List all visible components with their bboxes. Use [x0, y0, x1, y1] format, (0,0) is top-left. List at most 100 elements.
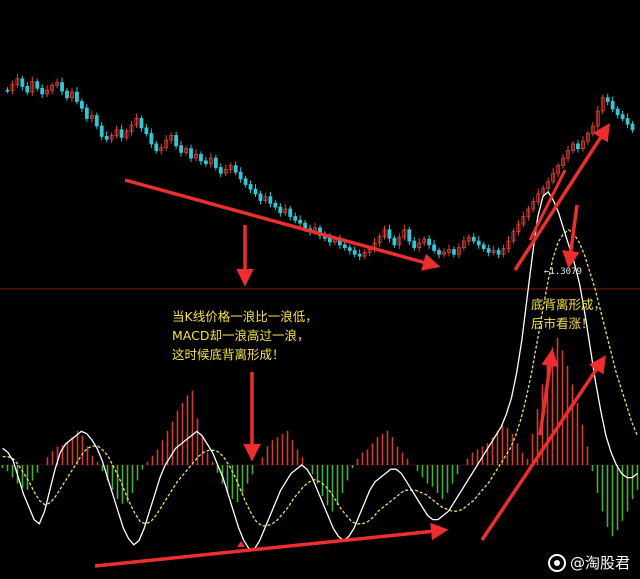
candle-body — [456, 247, 461, 255]
candle-body — [387, 229, 392, 239]
candle-body — [437, 250, 441, 255]
candle-body — [253, 188, 258, 195]
watermark-text: @淘股君 — [569, 554, 630, 572]
candle-body — [347, 247, 352, 251]
candle-body — [45, 89, 50, 95]
candle-body — [536, 193, 541, 202]
candle-body — [432, 244, 436, 251]
candle-body — [551, 172, 556, 183]
candle-body — [427, 238, 432, 246]
candle-body — [50, 85, 55, 91]
candle-body — [382, 229, 387, 237]
candle-body — [89, 115, 94, 119]
candle-body — [25, 86, 30, 93]
annotation-arrows — [94, 123, 610, 568]
candle-body — [139, 118, 144, 129]
bottom-arrow — [562, 204, 580, 269]
candle-body — [199, 153, 203, 162]
rally-arrow — [513, 123, 610, 271]
candle-body — [422, 238, 427, 244]
candle-body — [228, 165, 233, 170]
candle-body — [79, 101, 84, 109]
candle-body — [164, 139, 169, 149]
candle-body — [179, 145, 184, 153]
candle-body — [109, 135, 114, 140]
price-low-label: ←1.3079 — [544, 267, 582, 277]
candle-body — [516, 223, 521, 233]
candle-body — [342, 244, 347, 249]
candle-body — [481, 244, 486, 249]
candle-body — [30, 81, 35, 93]
candle-body — [506, 240, 511, 249]
candle-body — [486, 248, 491, 253]
candle-body — [491, 250, 496, 253]
candle-body — [204, 160, 208, 165]
candle-body — [521, 216, 526, 225]
candle-body — [556, 165, 561, 174]
candle-body — [5, 89, 10, 92]
candle-body — [243, 178, 248, 185]
right-divergence-note: 底背离形成， 后市看涨！ — [531, 297, 607, 331]
candle-body — [293, 216, 298, 221]
candle-body — [625, 118, 630, 125]
candle-body — [288, 208, 293, 217]
candle-body — [84, 107, 89, 119]
candle-body — [169, 135, 174, 141]
candle-body — [581, 140, 585, 150]
candle-body — [60, 82, 64, 92]
candle-body — [362, 251, 367, 257]
candle-body — [70, 91, 74, 99]
breakout-arrow — [528, 169, 567, 241]
macd-trend-arrow — [94, 522, 449, 568]
candle-body — [233, 165, 238, 173]
candle-body — [367, 249, 372, 253]
candle-body — [40, 87, 45, 95]
small-triangle-marker — [237, 541, 245, 547]
candle-body — [15, 78, 20, 85]
candle-body — [258, 193, 263, 201]
candle-body — [238, 171, 243, 180]
candle-body — [174, 135, 179, 147]
price-candles — [5, 73, 635, 261]
candle-body — [352, 250, 357, 255]
candle-body — [124, 131, 129, 138]
macd-rally-arrow — [480, 355, 606, 541]
candle-body — [526, 208, 531, 217]
candle-body — [615, 108, 620, 116]
candle-body — [194, 153, 198, 159]
candle-body — [600, 97, 605, 112]
taoguju-logo-icon — [547, 553, 566, 572]
dea-line — [2, 228, 638, 527]
candle-body — [213, 157, 218, 168]
candle-body — [223, 168, 228, 174]
candle-body — [417, 242, 422, 249]
candle-body — [268, 196, 273, 204]
candle-body — [407, 229, 412, 242]
candle-body — [10, 84, 15, 91]
macd-lines — [2, 191, 638, 550]
candle-body — [328, 237, 332, 243]
candle-body — [531, 201, 536, 210]
candle-body — [476, 240, 481, 246]
candle-body — [154, 143, 159, 151]
candle-body — [397, 236, 402, 246]
candle-body — [273, 202, 278, 208]
candle-body — [99, 125, 104, 137]
candle-body — [585, 133, 590, 142]
candle-body — [298, 219, 303, 224]
candle-body — [447, 249, 451, 253]
candle-body — [65, 90, 69, 99]
candle-body — [94, 115, 99, 127]
watermark: @淘股君 — [547, 552, 630, 573]
candle-body — [442, 251, 446, 255]
candle-body — [104, 135, 109, 140]
candle-body — [496, 250, 501, 255]
candle-body — [392, 237, 397, 246]
candle-body — [566, 150, 570, 159]
candle-body — [546, 181, 551, 189]
candle-body — [357, 253, 362, 257]
candle-body — [412, 240, 417, 249]
candle-body — [119, 129, 124, 138]
left-divergence-note: 当K线价格一浪比一浪低， MACD却一浪高过一浪， 这时候底背离形成！ — [172, 309, 318, 362]
